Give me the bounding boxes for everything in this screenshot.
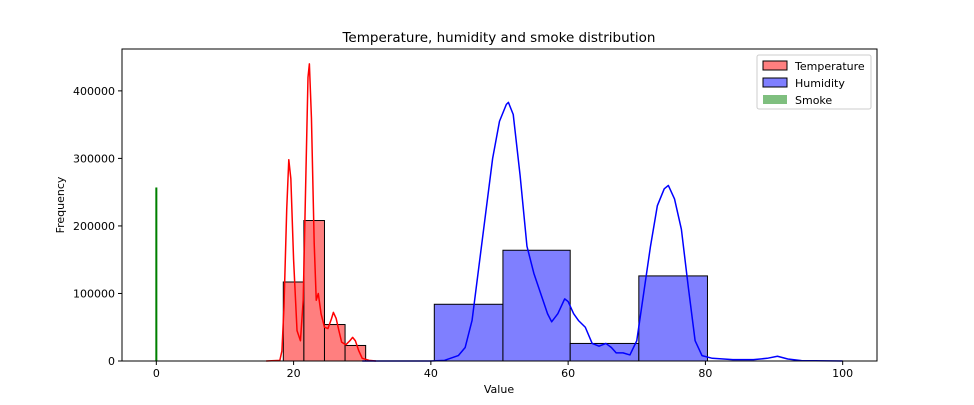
legend-swatch-temperature <box>762 60 788 71</box>
x-tick-label: 80 <box>698 367 712 380</box>
x-tick-label: 100 <box>832 367 853 380</box>
legend-swatch-humidity <box>762 77 788 88</box>
x-axis-label: Value <box>484 383 514 396</box>
y-tick-label: 200000 <box>73 220 115 233</box>
x-tick-label: 40 <box>424 367 438 380</box>
humidity-bar-1 <box>502 249 571 362</box>
y-tick-label: 0 <box>108 355 115 368</box>
humidity-bar-2 <box>569 342 640 362</box>
x-tick-label: 60 <box>561 367 575 380</box>
humidity-bar-3 <box>638 275 708 362</box>
x-tick-label: 20 <box>287 367 301 380</box>
humidity-kde-line <box>362 101 843 362</box>
legend-label-temperature: Temperature <box>794 60 865 73</box>
temperature-bar-0 <box>282 281 305 362</box>
y-tick-label: 300000 <box>73 152 115 165</box>
legend-label-smoke: Smoke <box>795 94 832 107</box>
temperature-kde-line <box>266 63 377 362</box>
chart-title: Temperature, humidity and smoke distribu… <box>341 30 655 46</box>
plot-area <box>155 63 843 362</box>
y-tick-label: 100000 <box>73 287 115 300</box>
legend: Temperature Humidity Smoke <box>756 54 872 110</box>
axes: 0 20 40 60 80 100 0 100000 200000 300000 400000 <box>73 48 878 380</box>
y-tick-label: 400000 <box>73 85 115 98</box>
legend-label-humidity: Humidity <box>795 77 845 90</box>
legend-swatch-smoke <box>763 95 787 104</box>
x-tick-label: 0 <box>153 367 160 380</box>
plot-frame <box>121 48 878 362</box>
y-axis-label: Frequency <box>54 176 67 233</box>
